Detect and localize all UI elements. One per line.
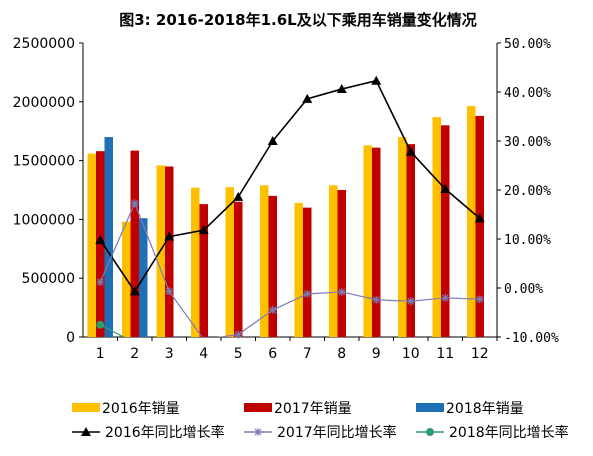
line-1-point-11: [440, 184, 451, 194]
right-tick-label: 40.00%: [504, 86, 551, 101]
line-2-point-5: [234, 330, 243, 339]
right-tick-label: 10.00%: [504, 233, 551, 248]
bar-1-8: [329, 185, 338, 337]
x-tick-label: 5: [234, 346, 243, 362]
bar-1-6: [260, 185, 269, 337]
bar-1-12: [467, 105, 476, 337]
line-1-point-4: [198, 225, 209, 235]
line-1-point-12: [474, 213, 485, 223]
legend-swatch-bar-3: [416, 403, 444, 412]
bar-2-7: [303, 207, 312, 337]
bar-2-12: [475, 115, 484, 337]
legend-swatch-bar-2: [244, 403, 272, 412]
bar-2-1: [96, 151, 105, 337]
line-3: [99, 324, 125, 337]
x-tick-label: 2: [130, 346, 139, 362]
legend-label-line-2: 2017年同比增长率: [277, 424, 397, 441]
bar-2-6: [268, 195, 277, 337]
line-2-point-9: [372, 295, 381, 304]
legend-label-bar-3: 2018年销量: [446, 401, 524, 417]
line-1-point-7: [302, 93, 313, 103]
right-tick-label: 0.00%: [504, 282, 543, 297]
legend-marker-line-3: [426, 428, 434, 436]
line-2: [99, 201, 480, 337]
right-tick-label: 30.00%: [504, 135, 551, 150]
line-1-point-6: [267, 136, 278, 145]
bar-2-5: [234, 201, 243, 337]
x-tick-label: 7: [303, 346, 312, 362]
legend: 2016年销量 2017年销量 2018年销量 2016年同比增长率 2017年同比增长…: [72, 401, 569, 441]
legend-marker-line-1: [81, 427, 91, 436]
line-1-point-2: [129, 286, 140, 296]
x-tick-label: 1: [96, 346, 105, 362]
right-axis-ticks: -10.00% 0.00% 10.00% 20.00% 30.00% 40.00% 50.0…: [497, 37, 559, 346]
x-tick-label: 12: [471, 346, 489, 362]
legend-label-line-1: 2016年同比增长率: [105, 424, 225, 441]
bar-2-4: [199, 204, 208, 337]
legend-marker-line-2: [254, 428, 262, 436]
right-tick-label: 50.00%: [504, 37, 551, 52]
bar-1-9: [363, 145, 372, 337]
line-1-point-3: [164, 231, 175, 241]
x-axis-ticks: 1 2 3 4 5 6 7 8 9 10 11 12: [96, 337, 498, 362]
line-1-point-1: [95, 234, 106, 244]
chart-title: 图3: 2016-2018年1.6L及以下乘用车销量变化情况: [119, 11, 477, 29]
bar-2-3: [165, 166, 174, 337]
bar-1-1: [87, 153, 96, 337]
bar-1-4: [191, 187, 200, 337]
line-2-point-12: [475, 295, 484, 304]
line-3-point-1: [96, 320, 105, 329]
legend-label-line-3: 2018年同比增长率: [449, 424, 569, 441]
line-1: [99, 79, 481, 293]
bar-2-11: [441, 125, 450, 337]
left-axis-ticks: 0 500000 1000000 1500000 2000000 2500000: [13, 36, 83, 346]
bar-2-10: [406, 144, 415, 337]
x-tick-label: 10: [402, 346, 420, 362]
bar-2-9: [372, 147, 381, 337]
bar-2-2: [130, 150, 139, 337]
line-series: [95, 75, 485, 339]
right-tick-label: -10.00%: [504, 331, 559, 346]
left-tick-label: 0: [66, 330, 75, 346]
x-tick-label: 6: [268, 346, 277, 362]
line-2-point-1: [96, 278, 105, 287]
line-1-point-9: [371, 75, 382, 85]
left-tick-label: 2000000: [13, 95, 75, 111]
x-tick-label: 8: [337, 346, 346, 362]
line-2-point-3: [165, 287, 174, 296]
line-2-point-6: [268, 306, 277, 315]
axes: [82, 43, 498, 338]
line-1-point-5: [233, 191, 244, 201]
bar-3-1: [104, 137, 113, 337]
right-tick-label: 20.00%: [504, 184, 551, 199]
line-2-point-7: [303, 289, 312, 298]
x-tick-label: 4: [199, 346, 208, 362]
legend-label-bar-2: 2017年销量: [274, 401, 352, 417]
left-tick-label: 2500000: [13, 36, 75, 52]
line-2-point-11: [441, 293, 450, 302]
legend-swatch-bar-1: [72, 403, 100, 412]
legend-label-bar-1: 2016年销量: [102, 401, 180, 417]
x-tick-label: 3: [165, 346, 174, 362]
line-1-point-10: [405, 146, 416, 156]
left-tick-label: 500000: [22, 271, 75, 287]
x-tick-label: 11: [436, 346, 454, 362]
bar-1-7: [294, 202, 303, 337]
x-tick-label: 9: [372, 346, 381, 362]
left-tick-label: 1000000: [13, 212, 75, 228]
line-2-point-8: [337, 287, 346, 296]
bar-series: [87, 105, 484, 337]
line-1-point-8: [336, 84, 347, 94]
bar-2-8: [337, 190, 346, 337]
left-tick-label: 1500000: [13, 154, 75, 170]
bar-1-10: [398, 137, 407, 337]
line-2-point-2: [130, 199, 139, 208]
bar-1-5: [225, 187, 234, 337]
line-2-point-10: [406, 297, 415, 306]
bar-1-11: [432, 117, 441, 337]
